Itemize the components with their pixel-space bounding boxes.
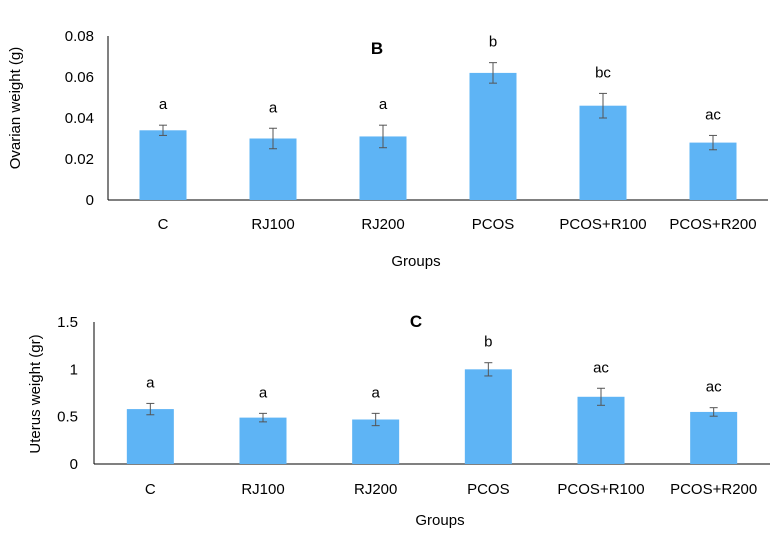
ovarian-significance-label: a [379, 96, 388, 113]
ovarian-y-tick-label: 0.08 [65, 28, 94, 45]
uterus-y-tick-label: 0.5 [57, 409, 78, 426]
uterus-y-axis-title: Uterus weight (gr) [27, 334, 44, 453]
ovarian-category-label: RJ200 [361, 216, 404, 233]
uterus-category-label: PCOS+R200 [670, 481, 757, 498]
uterus-bar [126, 409, 174, 464]
uterus-significance-label: a [146, 374, 155, 391]
uterus-panel-label: C [410, 312, 422, 331]
ovarian-category-label: PCOS+R100 [559, 216, 646, 233]
uterus-y-tick-label: 1 [70, 361, 78, 378]
uterus-significance-label: a [371, 384, 380, 401]
ovarian-category-label: PCOS [472, 216, 515, 233]
uterus-significance-label: ac [593, 359, 609, 376]
uterus-x-axis-title: Groups [415, 512, 464, 529]
uterus-y-tick-label: 1.5 [57, 314, 78, 331]
ovarian-significance-label: a [269, 99, 278, 116]
uterus-category-label: RJ100 [241, 481, 284, 498]
ovarian-category-label: C [158, 216, 169, 233]
uterus-category-label: PCOS+R100 [557, 481, 644, 498]
uterus-y-tick-label: 0 [70, 456, 78, 473]
ovarian-y-tick-label: 0.02 [65, 151, 94, 168]
ovarian-y-tick-label: 0.06 [65, 69, 94, 86]
uterus-category-label: C [145, 481, 156, 498]
uterus-significance-label: ac [706, 379, 722, 396]
ovarian-panel-label: B [371, 39, 383, 58]
ovarian-significance-label: ac [705, 106, 721, 123]
uterus-bar [239, 417, 287, 464]
ovarian-significance-label: a [159, 96, 168, 113]
ovarian-bar [139, 130, 187, 200]
ovarian-bar [469, 72, 517, 200]
uterus-significance-label: a [259, 384, 268, 401]
uterus-bar [352, 419, 400, 464]
ovarian-weight-chart: Ovarian weight (g) Groups B 0 0.02 0.04 0.0… [7, 28, 768, 270]
ovarian-significance-label: bc [595, 64, 611, 81]
ovarian-bar [689, 142, 737, 200]
ovarian-y-tick-label: 0 [86, 192, 94, 209]
ovarian-y-tick-label: 0.04 [65, 110, 94, 127]
ovarian-significance-label: b [489, 34, 497, 51]
uterus-significance-label: b [484, 334, 492, 351]
uterus-weight-chart: Uterus weight (gr) Groups C 0 0.5 1 1.5 a Ca R… [27, 312, 770, 529]
ovarian-x-axis-title: Groups [391, 253, 440, 270]
ovarian-category-label: RJ100 [251, 216, 294, 233]
uterus-bar [577, 396, 625, 464]
ovarian-category-label: PCOS+R200 [669, 216, 756, 233]
ovarian-bar [579, 105, 627, 200]
uterus-bar [464, 369, 512, 464]
uterus-bar [690, 411, 738, 464]
uterus-category-label: RJ200 [354, 481, 397, 498]
ovarian-y-axis-title: Ovarian weight (g) [7, 47, 24, 170]
uterus-category-label: PCOS [467, 481, 510, 498]
